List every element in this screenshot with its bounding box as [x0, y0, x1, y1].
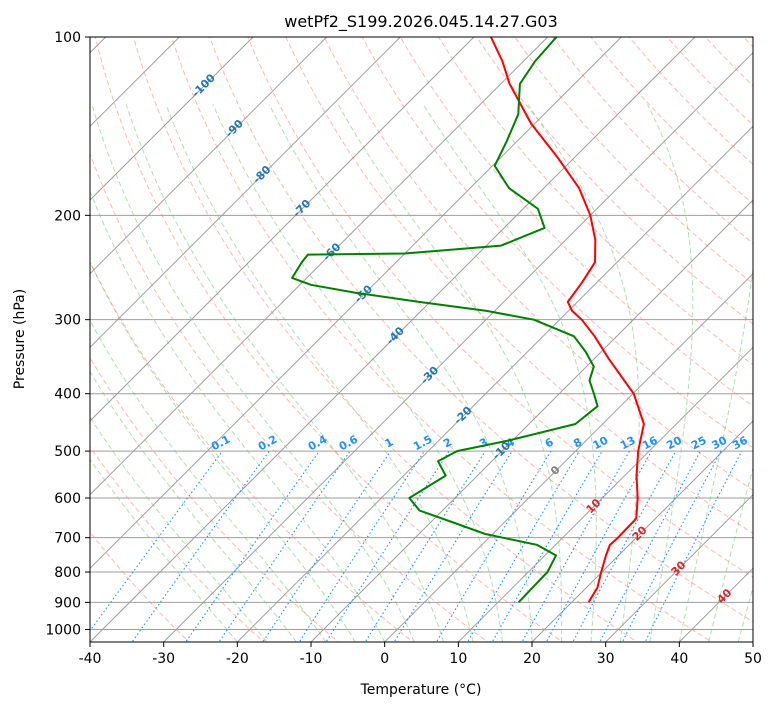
- x-axis-label: Temperature (°C): [360, 682, 482, 698]
- mixing-ratio-line: [599, 450, 701, 642]
- mixing-ratio-label: 10: [591, 433, 611, 452]
- mixing-ratio-label: 30: [710, 434, 730, 453]
- moist-adiabat: [678, 265, 753, 642]
- dry-adiabat: [90, 531, 190, 642]
- x-tick-label: 20: [523, 651, 541, 667]
- axes: -40 -30 -20 -10 0 10 20 30 40 50 100 200 300 400 500 60…: [45, 30, 762, 667]
- mixing-ratio-line: [218, 450, 351, 642]
- temperature-profile: [489, 37, 645, 603]
- moist-adiabat: [708, 466, 753, 642]
- mixing-ratio-line: [466, 450, 580, 642]
- y-tick-label: 200: [54, 208, 81, 224]
- isotherm-line: [605, 493, 753, 642]
- isotherm-line: [310, 199, 753, 642]
- isotherm-line: [90, 37, 622, 570]
- moist-adiabat: [90, 260, 356, 642]
- y-tick-label: 300: [54, 313, 81, 329]
- isotherm-line: [90, 37, 401, 349]
- mixing-ratio-line: [621, 450, 722, 642]
- dry-adiabat: [209, 37, 753, 623]
- y-tick-label: 800: [54, 565, 81, 581]
- mixing-ratio-label: 20: [664, 433, 684, 452]
- moist-adiabat: [337, 104, 563, 642]
- y-tick-label: 1000: [45, 622, 81, 638]
- dewpoint-profile: [291, 37, 599, 603]
- dry-adiabat: [247, 37, 753, 578]
- moist-adiabat: [90, 458, 238, 642]
- dry-adiabat: [171, 37, 713, 642]
- mixing-ratio-line: [491, 450, 603, 642]
- mixing-ratio-label: 36: [730, 434, 750, 453]
- mixing-ratio-line: [298, 450, 425, 642]
- mixing-ratio-line: [185, 450, 320, 642]
- x-tick-label: 50: [744, 651, 762, 667]
- y-axis-label: Pressure (hPa): [12, 289, 28, 389]
- x-tick-label: -40: [79, 651, 102, 667]
- x-tick-label: -30: [152, 651, 175, 667]
- dry-adiabat: [590, 37, 753, 205]
- moist-adiabat: [90, 370, 297, 642]
- dry-adiabat: [399, 37, 753, 407]
- dry-adiabat: [361, 37, 753, 449]
- dry-adiabat: [323, 37, 753, 491]
- mixing-ratio-line: [545, 450, 653, 642]
- mixing-ratio-line: [521, 450, 630, 642]
- moist-adiabat: [737, 585, 753, 642]
- moist-adiabat: [165, 104, 474, 642]
- dry-adiabat: [90, 260, 414, 642]
- y-tick-label: 400: [54, 387, 81, 403]
- y-tick-label: 900: [54, 595, 81, 611]
- moist-adiabat: [90, 319, 327, 642]
- dry-adiabat: [90, 152, 489, 642]
- dry-adiabat: [476, 37, 753, 325]
- moist-adiabat: [91, 104, 415, 642]
- isotherm-line: [457, 346, 753, 642]
- mixing-ratio-line: [572, 450, 677, 642]
- x-tick-label: 40: [670, 651, 688, 667]
- moist-adiabat: [90, 416, 268, 642]
- isotherm-line: [531, 420, 753, 642]
- y-tick-label: 600: [54, 491, 81, 507]
- isotherm-line: [90, 37, 696, 642]
- plot-frame: [89, 36, 754, 643]
- moist-adiabat: [125, 104, 445, 642]
- x-tick-label: 30: [597, 651, 615, 667]
- x-tick-label: 10: [449, 651, 467, 667]
- x-tick-label: -10: [300, 651, 323, 667]
- dry-adiabat: [437, 37, 753, 366]
- mixing-ratio-label: 16: [640, 434, 660, 453]
- moist-adiabat: [647, 104, 694, 642]
- mixing-ratio-label: 13: [618, 434, 638, 453]
- isotherm-line: [90, 37, 475, 422]
- plot-area: 0.1 0.2 0.4 0.6 1 1.5 2 3 4 6 8 10 13 16 20 25 30 36-100-…: [90, 37, 753, 642]
- x-tick-label: 0: [380, 651, 389, 667]
- isotherm-line: [163, 51, 753, 642]
- y-tick-label: 100: [54, 30, 81, 46]
- moist-adiabat: [527, 104, 640, 642]
- mixing-ratio-label: 25: [689, 434, 709, 453]
- isotherm-line: [90, 37, 254, 201]
- moist-adiabat: [90, 189, 386, 642]
- y-tick-label: 700: [54, 531, 81, 547]
- isotherm-line: [90, 37, 328, 275]
- isotherm-line: [90, 37, 549, 496]
- mixing-ratio-line: [644, 450, 743, 642]
- dry-adiabat: [90, 356, 340, 642]
- isotherm-line: [384, 272, 753, 642]
- isotherm-line: [236, 125, 753, 642]
- mixing-ratio-line: [393, 450, 513, 642]
- mixing-ratio-line: [435, 450, 552, 642]
- x-tick-label: -20: [226, 651, 249, 667]
- dry-adiabat: [285, 37, 753, 534]
- moist-adiabat: [212, 104, 503, 642]
- dry-adiabat: [514, 37, 753, 285]
- moist-adiabat: [268, 104, 533, 642]
- y-tick-label: 500: [54, 444, 81, 460]
- chart-title: wetPf2_S199.2026.045.14.27.G03: [284, 12, 558, 32]
